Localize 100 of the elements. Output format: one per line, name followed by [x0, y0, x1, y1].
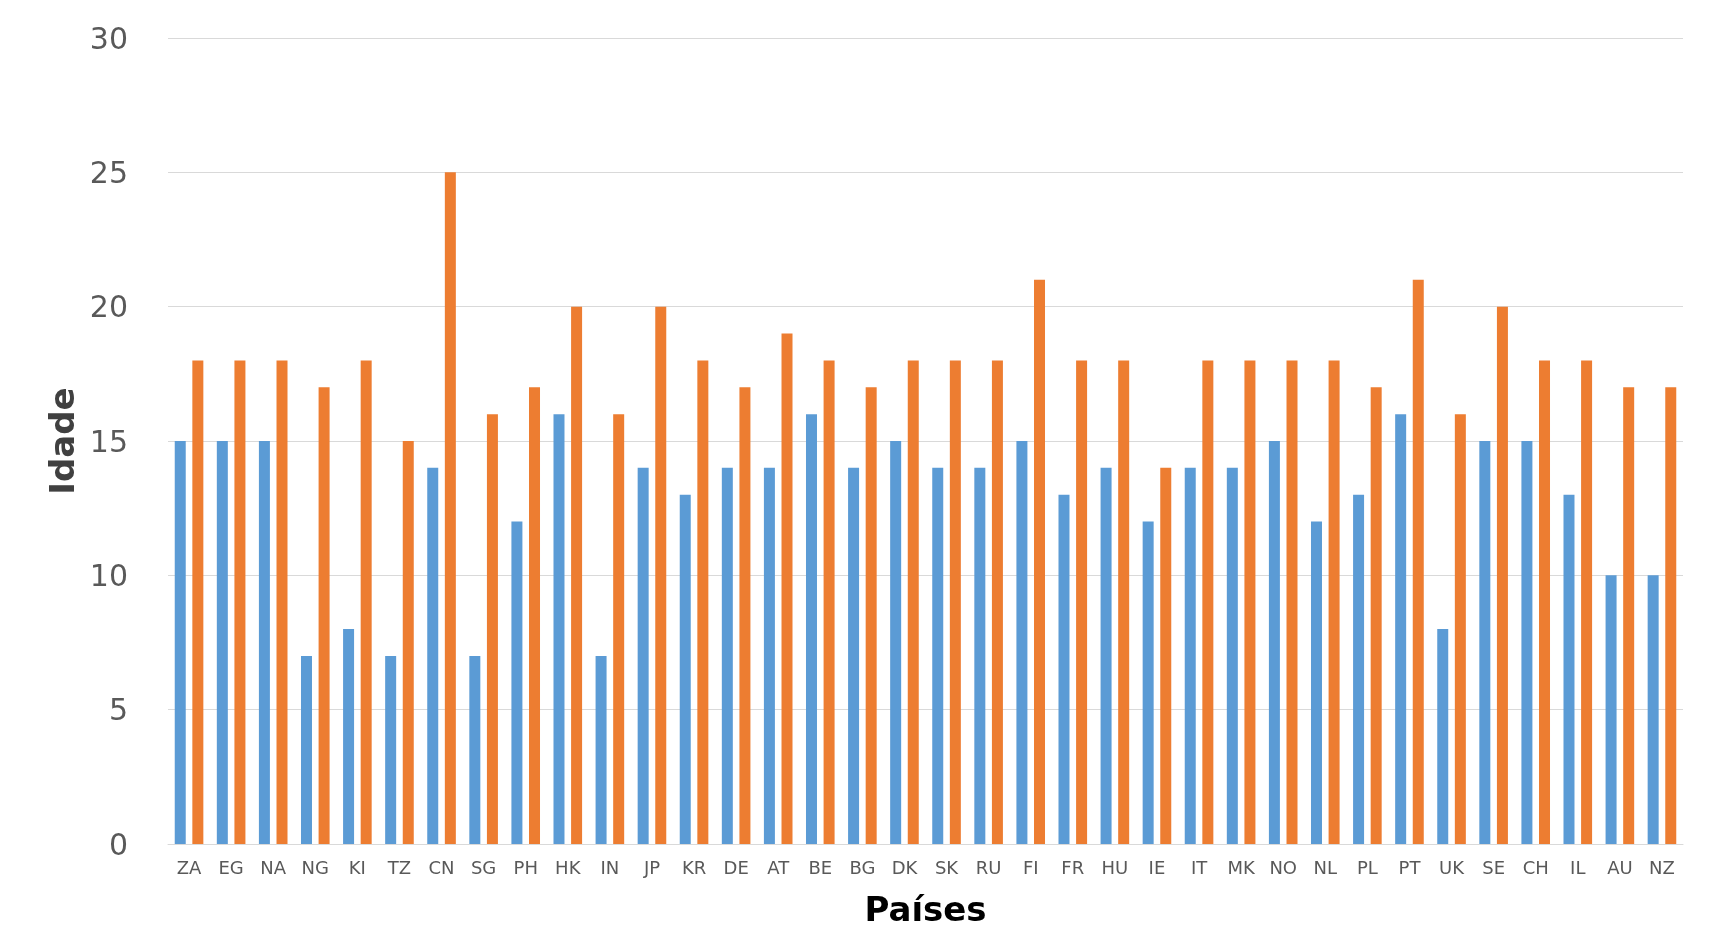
bar	[1184, 467, 1196, 844]
x-tick-label: EG	[218, 856, 244, 878]
bar	[1647, 575, 1659, 844]
y-tick-label: 25	[89, 154, 128, 190]
x-tick-label: FI	[1022, 856, 1039, 878]
x-tick-label: HK	[555, 856, 582, 878]
bar	[1226, 467, 1238, 844]
bar	[1623, 387, 1635, 844]
bar	[890, 441, 902, 844]
bar	[1142, 521, 1154, 844]
x-tick-label: DE	[723, 856, 749, 878]
bar	[991, 360, 1003, 844]
bar	[1665, 387, 1677, 844]
bar	[805, 414, 817, 844]
bar	[1412, 279, 1424, 844]
bar	[1076, 360, 1088, 844]
bar	[216, 441, 228, 844]
x-tick-label: IL	[1570, 856, 1586, 878]
bar	[1521, 441, 1533, 844]
x-tick-label: UK	[1439, 856, 1466, 878]
x-tick-label: AT	[767, 856, 791, 878]
y-tick-label: 5	[108, 692, 128, 728]
x-tick-label: SK	[934, 856, 960, 878]
bar	[907, 360, 919, 844]
bar	[1268, 441, 1280, 844]
x-tick-label: KR	[681, 856, 707, 878]
x-tick-label: NL	[1313, 856, 1338, 878]
bar	[1310, 521, 1322, 844]
x-tick-label: PH	[513, 856, 538, 878]
bar	[1454, 414, 1466, 844]
bar	[1118, 360, 1130, 844]
bar	[1328, 360, 1340, 844]
bar	[595, 655, 607, 844]
bar	[613, 414, 625, 844]
bar	[1034, 279, 1046, 844]
bar	[192, 360, 204, 844]
x-tick-label: SE	[1482, 856, 1506, 878]
bar	[823, 360, 835, 844]
x-tick-label: BG	[849, 856, 876, 878]
bar	[637, 467, 649, 844]
x-tick-label: CN	[428, 856, 455, 878]
bar	[1437, 629, 1449, 844]
bar	[1058, 494, 1070, 844]
bar	[739, 387, 751, 844]
x-axis-title: Países	[864, 889, 987, 929]
bar	[427, 467, 439, 844]
x-tick-label: ZA	[176, 856, 203, 878]
x-tick-label: PT	[1398, 856, 1422, 878]
x-tick-label: IE	[1148, 856, 1166, 878]
bar	[486, 414, 498, 844]
x-tick-label: CH	[1522, 856, 1549, 878]
bar	[1244, 360, 1256, 844]
x-tick-label: KI	[348, 856, 366, 878]
bar	[571, 306, 583, 844]
bar	[343, 629, 355, 844]
x-tick-label: SG	[470, 856, 497, 878]
bar	[1496, 306, 1508, 844]
bar	[553, 414, 565, 844]
bar	[318, 387, 330, 844]
bar	[949, 360, 961, 844]
x-tick-label: HU	[1101, 856, 1129, 878]
y-axis-title: Idade	[41, 387, 82, 495]
bar	[865, 387, 877, 844]
bar	[234, 360, 246, 844]
bar	[258, 441, 270, 844]
bar	[1353, 494, 1365, 844]
bar	[276, 360, 288, 844]
bar	[300, 655, 312, 844]
x-tick-label: DK	[891, 856, 919, 878]
bar	[529, 387, 541, 844]
bar	[1160, 467, 1172, 844]
bar	[679, 494, 691, 844]
bar	[469, 655, 481, 844]
bar	[763, 467, 775, 844]
x-tick-label: IT	[1190, 856, 1209, 878]
x-tick-label: RU	[975, 856, 1002, 878]
bar	[385, 655, 397, 844]
bar	[1100, 467, 1112, 844]
x-tick-label: NA	[260, 856, 287, 878]
bar	[1581, 360, 1593, 844]
bar	[174, 441, 186, 844]
bar	[848, 467, 860, 844]
x-tick-label: JP	[642, 856, 661, 878]
x-tick-label: MK	[1227, 856, 1256, 878]
x-tick-label: NO	[1269, 856, 1298, 878]
bar	[932, 467, 944, 844]
bar	[697, 360, 709, 844]
x-tick-label: TZ	[386, 856, 412, 878]
bar	[444, 172, 456, 844]
x-tick-label: PL	[1356, 856, 1378, 878]
bar	[974, 467, 986, 844]
bar	[1016, 441, 1028, 844]
bar	[402, 441, 414, 844]
bar	[1286, 360, 1298, 844]
x-tick-label: FR	[1061, 856, 1085, 878]
bar	[360, 360, 372, 844]
x-tick-label: NG	[301, 856, 329, 878]
bar	[1563, 494, 1575, 844]
y-tick-label: 10	[89, 557, 128, 593]
bar	[1202, 360, 1214, 844]
